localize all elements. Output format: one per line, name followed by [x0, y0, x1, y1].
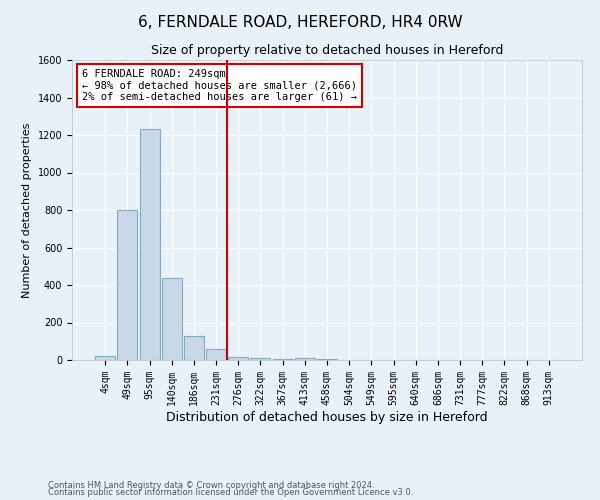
Text: Contains HM Land Registry data © Crown copyright and database right 2024.: Contains HM Land Registry data © Crown c… — [48, 480, 374, 490]
Bar — [118, 210, 137, 360]
Bar — [295, 358, 315, 360]
Bar — [317, 359, 337, 360]
Bar — [162, 278, 182, 360]
Bar — [184, 336, 204, 360]
Text: Contains public sector information licensed under the Open Government Licence v3: Contains public sector information licen… — [48, 488, 413, 497]
Bar — [272, 359, 293, 360]
Text: 6, FERNDALE ROAD, HEREFORD, HR4 0RW: 6, FERNDALE ROAD, HEREFORD, HR4 0RW — [137, 15, 463, 30]
Y-axis label: Number of detached properties: Number of detached properties — [22, 122, 32, 298]
Bar — [250, 358, 271, 360]
Bar — [206, 349, 226, 360]
Bar — [140, 130, 160, 360]
Title: Size of property relative to detached houses in Hereford: Size of property relative to detached ho… — [151, 44, 503, 58]
X-axis label: Distribution of detached houses by size in Hereford: Distribution of detached houses by size … — [166, 410, 488, 424]
Bar — [95, 356, 115, 360]
Text: 6 FERNDALE ROAD: 249sqm
← 98% of detached houses are smaller (2,666)
2% of semi-: 6 FERNDALE ROAD: 249sqm ← 98% of detache… — [82, 69, 357, 102]
Bar — [228, 357, 248, 360]
